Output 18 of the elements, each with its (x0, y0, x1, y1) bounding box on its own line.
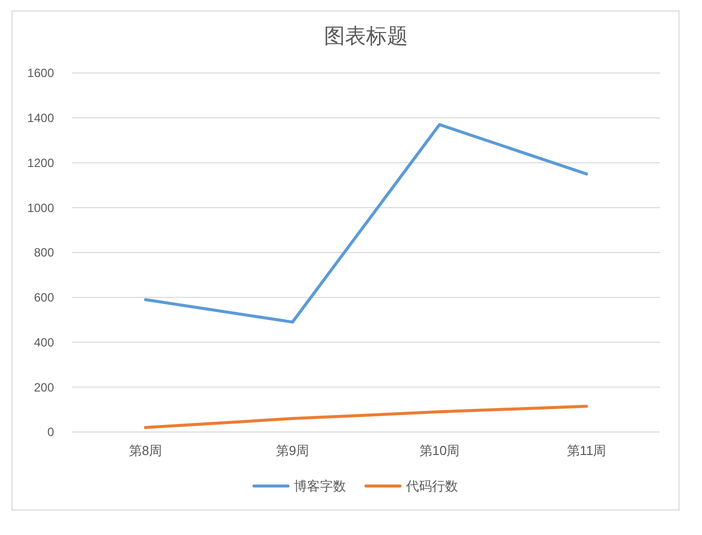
y-tick-label: 0 (47, 425, 54, 440)
y-tick-label: 1200 (27, 156, 54, 170)
y-tick-label: 1400 (27, 111, 54, 126)
x-tick-label: 第9周 (276, 443, 310, 458)
legend-label: 代码行数 (405, 478, 458, 494)
y-tick-label: 600 (34, 290, 54, 305)
y-tick-label: 1600 (27, 66, 54, 80)
chart-title: 图表标题 (324, 25, 408, 48)
legend-label: 博客字数 (294, 478, 346, 494)
y-tick-label: 800 (34, 246, 54, 260)
y-tick-label: 1000 (27, 200, 54, 215)
line-series (144, 404, 588, 430)
x-tick-label: 第10周 (419, 443, 460, 458)
y-tick-label: 400 (34, 335, 54, 350)
x-tick-label: 第8周 (128, 443, 162, 458)
y-tick-label: 200 (34, 380, 54, 394)
x-tick-label: 第11周 (566, 443, 606, 458)
line-series (144, 123, 588, 324)
